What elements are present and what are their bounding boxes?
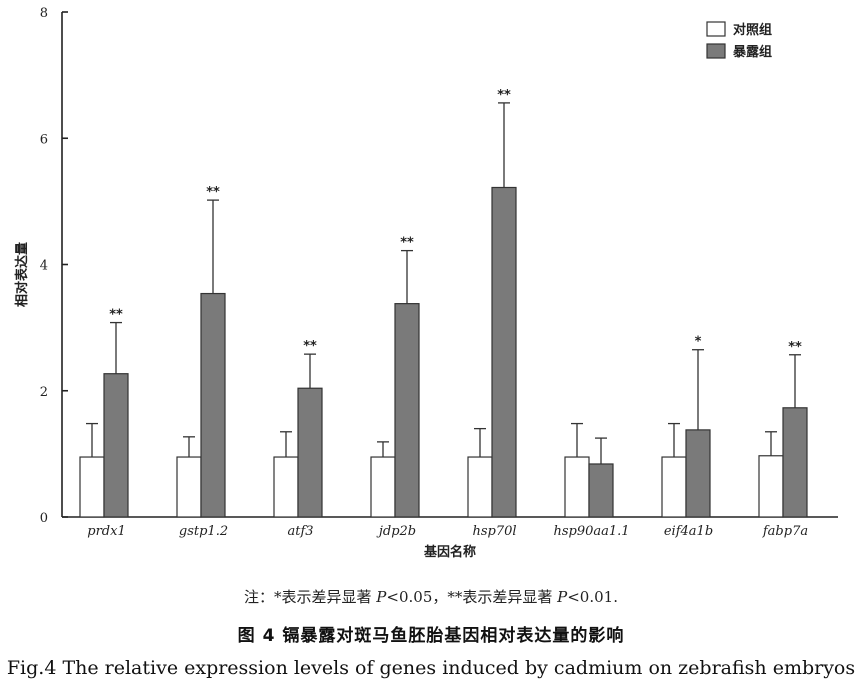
x-tick-label: prdx1 (87, 524, 125, 539)
significance-marker: ** (303, 339, 317, 354)
note-prefix: 注： (244, 588, 275, 606)
bar-control (564, 456, 590, 518)
bar-control (176, 456, 202, 518)
bar-control (370, 456, 396, 518)
legend-swatch-exposed (706, 43, 726, 59)
x-tick-label: jdp2b (376, 524, 416, 539)
bar-exposed (394, 303, 420, 518)
legend-label-exposed: 暴露组 (732, 44, 772, 60)
chart-area: 0 2 4 6 8 相对表达量基因名称 ** prdx1 ** gstp1.2 ** atf3 ** jd… (14, 6, 838, 560)
figure-title-chinese: 图 4 镉暴露对斑马鱼胚胎基因相对表达量的影响 (237, 626, 625, 646)
x-tick-label: fabp7a (762, 524, 808, 539)
figure-note: 注：*表示差异显著 P<0.05，**表示差异显著 P<0.01. (0, 586, 862, 607)
bar-exposed (588, 463, 614, 518)
y-tick-label: 0 (40, 511, 48, 526)
bar-exposed (491, 186, 517, 518)
bar-exposed (297, 387, 323, 518)
legend-swatch-control (706, 21, 726, 37)
x-tick-label: atf3 (287, 524, 313, 539)
y-axis-title: 相对表达量 (14, 242, 30, 307)
significance-marker: ** (788, 340, 802, 355)
bar-exposed (103, 373, 129, 518)
note-text-significant: 表示差异显著 (281, 588, 377, 606)
note-text-very-significant: 表示差异显著 (462, 588, 558, 606)
legend-label-control: 对照组 (733, 22, 772, 38)
note-star-single: * (274, 588, 282, 606)
note-threshold-005: <0.05， (386, 588, 448, 606)
bar-control (273, 456, 299, 518)
significance-marker: ** (497, 88, 511, 103)
significance-marker: ** (109, 308, 123, 323)
significance-marker: * (695, 335, 702, 350)
y-tick-label: 4 (40, 259, 48, 274)
bar-control (79, 456, 105, 518)
y-tick-label: 8 (40, 6, 48, 21)
bar-exposed (782, 407, 808, 518)
significance-marker: ** (206, 185, 220, 200)
x-tick-label: eif4a1b (664, 524, 713, 539)
bar-control (467, 456, 493, 518)
figure-title-english: Fig.4 The relative expression levels of … (6, 657, 856, 679)
x-axis-title: 基因名称 (423, 544, 476, 560)
bar-control (758, 455, 784, 518)
note-p-symbol: P (376, 588, 387, 606)
x-tick-label: gstp1.2 (179, 524, 228, 539)
x-tick-label: hsp90aa1.1 (553, 524, 629, 539)
y-tick-label: 2 (40, 385, 48, 400)
bar-exposed (685, 429, 711, 518)
bar-control (661, 456, 687, 518)
note-p-symbol-2: P (557, 588, 568, 606)
note-threshold-001: <0.01. (567, 588, 618, 606)
y-tick-label: 6 (40, 132, 48, 147)
note-star-double: ** (447, 588, 463, 606)
significance-marker: ** (400, 236, 414, 251)
x-tick-label: hsp70l (472, 524, 516, 539)
bar-exposed (200, 292, 226, 518)
